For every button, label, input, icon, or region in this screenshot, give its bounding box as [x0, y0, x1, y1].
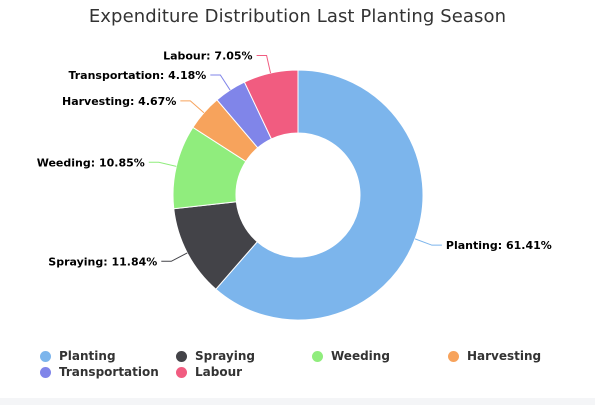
data-label-planting: Planting: 61.41%: [446, 239, 552, 252]
data-label-weeding: Weeding: 10.85%: [37, 156, 145, 169]
legend-marker-transportation: [40, 366, 51, 378]
slice-labour[interactable]: [243, 69, 299, 140]
legend-item-spraying[interactable]: Spraying: [176, 348, 255, 364]
legend-label-labour: Labour: [195, 365, 243, 379]
chart-legend: Planting Spraying Weeding Harvesting Transpo…: [0, 346, 595, 382]
legend-label-weeding: Weeding: [331, 349, 390, 363]
connector-harvesting: [180, 100, 205, 114]
donut-chart: Planting: 61.41% Spraying: 11.84% Weeding:…: [37, 49, 552, 321]
slice-planting[interactable]: [215, 69, 424, 321]
page-footer-strip: [0, 398, 595, 405]
legend-marker-planting: [40, 350, 51, 362]
data-label-labour: Labour: 7.05%: [163, 49, 253, 62]
data-label-transportation: Transportation: 4.18%: [68, 69, 206, 82]
legend-marker-spraying: [176, 350, 187, 362]
connector-planting: [414, 238, 442, 246]
connector-transportation: [210, 74, 231, 91]
legend-item-harvesting[interactable]: Harvesting: [448, 348, 541, 364]
legend-label-spraying: Spraying: [195, 349, 255, 363]
connector-labour: [256, 54, 272, 74]
legend-item-planting[interactable]: Planting: [40, 348, 116, 364]
chart-title: Expenditure Distribution Last Planting S…: [88, 6, 507, 27]
data-label-spraying: Spraying: 11.84%: [48, 255, 157, 268]
legend-marker-weeding: [312, 350, 323, 362]
legend-label-transportation: Transportation: [59, 365, 159, 379]
connector-weeding: [148, 161, 177, 167]
legend-label-planting: Planting: [59, 349, 116, 363]
legend-item-labour[interactable]: Labour: [176, 364, 242, 380]
legend-item-weeding[interactable]: Weeding: [312, 348, 390, 364]
legend-marker-harvesting: [448, 350, 459, 362]
connector-spraying: [161, 252, 188, 262]
legend-item-transportation[interactable]: Transportation: [40, 364, 159, 380]
legend-marker-labour: [176, 366, 187, 378]
legend-label-harvesting: Harvesting: [467, 349, 542, 363]
data-label-harvesting: Harvesting: 4.67%: [62, 95, 176, 108]
